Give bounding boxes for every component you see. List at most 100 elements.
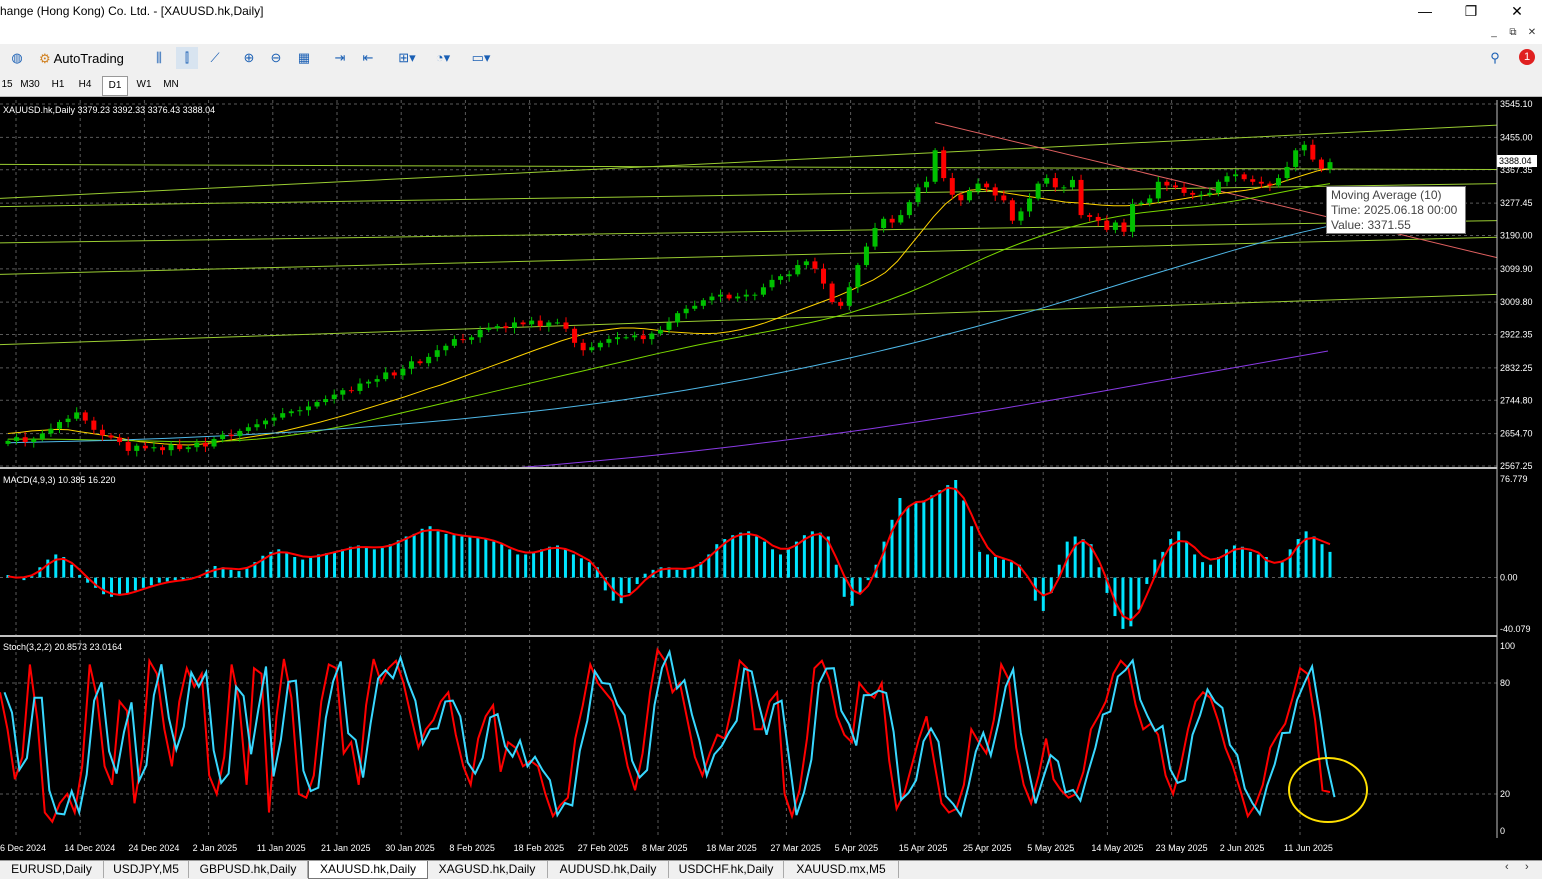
chart-shift-icon[interactable]: ⇤ — [362, 50, 374, 65]
indicators-icon[interactable]: ⊞▾ — [398, 50, 416, 65]
stoch-main-line — [3, 648, 1336, 818]
x-tick-label: 8 Mar 2025 — [642, 843, 688, 853]
tab-audusd[interactable]: AUDUSD.hk,Daily — [548, 861, 669, 878]
candle-body — [408, 361, 414, 369]
candle-body — [48, 428, 54, 434]
candle-body — [374, 379, 380, 382]
autotrading-button[interactable]: ⚙ AutoTrading — [34, 47, 129, 71]
candle-body — [1069, 179, 1075, 188]
tab-xauusd-hk[interactable]: XAUUSD.hk,Daily — [308, 861, 428, 879]
close-icon[interactable]: ✕ — [1511, 3, 1523, 19]
trend-line — [0, 183, 1498, 208]
auto-scroll-icon[interactable]: ⇥ — [334, 50, 346, 65]
stochastic-lines — [0, 647, 1336, 824]
line-chart-icon[interactable]: ⟋ — [210, 50, 220, 65]
candle-body — [941, 150, 947, 179]
candle-body — [1009, 200, 1015, 221]
timeframe-m30[interactable]: M30 — [20, 79, 40, 90]
candle-body — [443, 345, 449, 351]
candle-body — [718, 294, 724, 297]
candle-body — [503, 326, 509, 329]
tooltip-time: Time: 2025.06.18 00:00 — [1331, 203, 1458, 217]
tooltip-title: Moving Average (10) — [1331, 188, 1442, 202]
candle-body — [237, 430, 243, 437]
notification-badge[interactable]: 1 — [1519, 49, 1535, 65]
candle-body — [1233, 174, 1239, 177]
tab-scroll-right-icon[interactable]: › — [1525, 861, 1529, 873]
candle-body — [1310, 144, 1316, 160]
timeframe-w1[interactable]: W1 — [136, 79, 152, 90]
candle-body — [39, 433, 45, 440]
candle-body — [1284, 166, 1290, 179]
candle-body — [451, 339, 457, 346]
candle-body — [554, 322, 560, 324]
candle-body — [1078, 179, 1084, 216]
x-tick-label: 5 Apr 2025 — [835, 843, 879, 853]
ma-long-line — [7, 225, 1331, 444]
candle-body — [5, 440, 11, 444]
candle-body — [563, 322, 569, 329]
x-tick-label: 24 Dec 2024 — [128, 843, 179, 853]
zoom-in-icon[interactable]: ⊕ — [243, 50, 255, 65]
candle-body — [846, 287, 852, 306]
candle-body — [511, 322, 517, 329]
autotrading-label: AutoTrading — [53, 51, 124, 66]
candle-body — [366, 381, 372, 384]
tab-scroll-left-icon[interactable]: ‹ — [1505, 861, 1509, 873]
candle-body — [1035, 183, 1041, 199]
tab-eurusd[interactable]: EURUSD,Daily — [0, 861, 104, 878]
x-tick-label: 14 May 2025 — [1091, 843, 1143, 853]
timeframe-h1[interactable]: H1 — [51, 79, 65, 90]
macd-tick-label: 76.779 — [1500, 474, 1528, 484]
ma-200-line — [504, 350, 1329, 470]
tab-gbpusd[interactable]: GBPUSD.hk,Daily — [189, 861, 308, 878]
search-icon[interactable]: ⚲ — [1490, 50, 1500, 65]
timeframe-h4[interactable]: H4 — [78, 79, 92, 90]
timeframe-m15[interactable]: 15 — [1, 79, 13, 90]
candle-body — [589, 347, 595, 351]
candle-body — [477, 329, 483, 338]
tab-usdjpy[interactable]: USDJPY,M5 — [104, 861, 189, 878]
candle-body — [640, 335, 646, 340]
maximize-icon[interactable]: ❐ — [1464, 3, 1478, 19]
candle-body — [1250, 179, 1256, 182]
window-title: hange (Hong Kong) Co. Ltd. - [XAUUSD.hk,… — [0, 4, 264, 18]
mdi-restore-icon[interactable]: ⧉ — [1509, 27, 1517, 38]
stoch-tick-label: 80 — [1500, 678, 1510, 688]
bar-chart-icon[interactable]: ⫼ — [156, 50, 162, 65]
candle-body — [992, 187, 998, 196]
candle-body — [786, 274, 792, 277]
candle-body — [1224, 176, 1230, 182]
zoom-out-icon[interactable]: ⊖ — [270, 50, 282, 65]
candle-body — [1258, 181, 1264, 184]
tab-xauusd-mx[interactable]: XAUUSD.mx,M5 — [784, 861, 899, 878]
candle-body — [1138, 202, 1144, 204]
candle-body — [1044, 178, 1050, 184]
x-tick-label: 6 Dec 2024 — [0, 843, 46, 853]
candlestick-chart-icon[interactable]: ⫿ — [176, 47, 198, 69]
candle-body — [245, 427, 251, 431]
tab-usdchf[interactable]: USDCHF.hk,Daily — [669, 861, 784, 878]
candle-body — [1318, 159, 1324, 169]
templates-icon[interactable]: ▭▾ — [471, 50, 491, 65]
candle-body — [855, 265, 861, 288]
tab-xagusd[interactable]: XAGUSD.hk,Daily — [427, 861, 548, 878]
candle-body — [1061, 187, 1067, 189]
candle-body — [1172, 185, 1178, 188]
y-tick-label: 2922.35 — [1500, 330, 1533, 340]
candle-body — [65, 418, 71, 423]
periods-icon[interactable]: ◔▾ — [435, 50, 451, 65]
candle-body — [958, 194, 964, 201]
tile-windows-icon[interactable]: ▦ — [297, 50, 311, 65]
candle-body — [1052, 178, 1058, 188]
mdi-close-icon[interactable]: ✕ — [1527, 27, 1537, 38]
timeframe-d1[interactable]: D1 — [102, 76, 128, 96]
candle-body — [614, 337, 620, 340]
candle-body — [821, 268, 827, 284]
mdi-minimize-icon[interactable]: _ — [1491, 27, 1497, 38]
timeframe-mn[interactable]: MN — [163, 79, 179, 90]
chart-area[interactable]: 6 Dec 2024 14 Dec 2024 24 Dec 2024 2 Jan 20… — [0, 97, 1542, 859]
options-icon[interactable]: ◍ — [11, 50, 23, 65]
minimize-icon[interactable]: — — [1418, 3, 1432, 19]
y-tick-label: 2744.80 — [1500, 395, 1533, 405]
